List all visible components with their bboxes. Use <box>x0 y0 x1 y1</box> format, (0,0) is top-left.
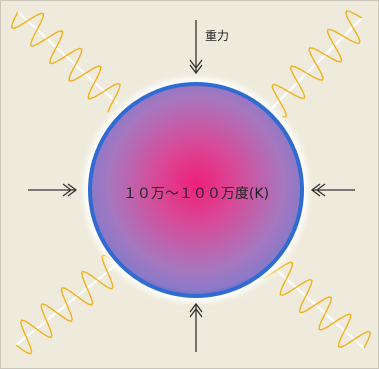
page: 重力 １０万～１００万度(K) (() => { const data = JS… <box>0 0 379 369</box>
temperature-label: １０万～１００万度(K) <box>123 186 269 202</box>
gravity-label: 重力 <box>205 29 229 43</box>
diagram: 重力 １０万～１００万度(K) <box>0 0 379 369</box>
